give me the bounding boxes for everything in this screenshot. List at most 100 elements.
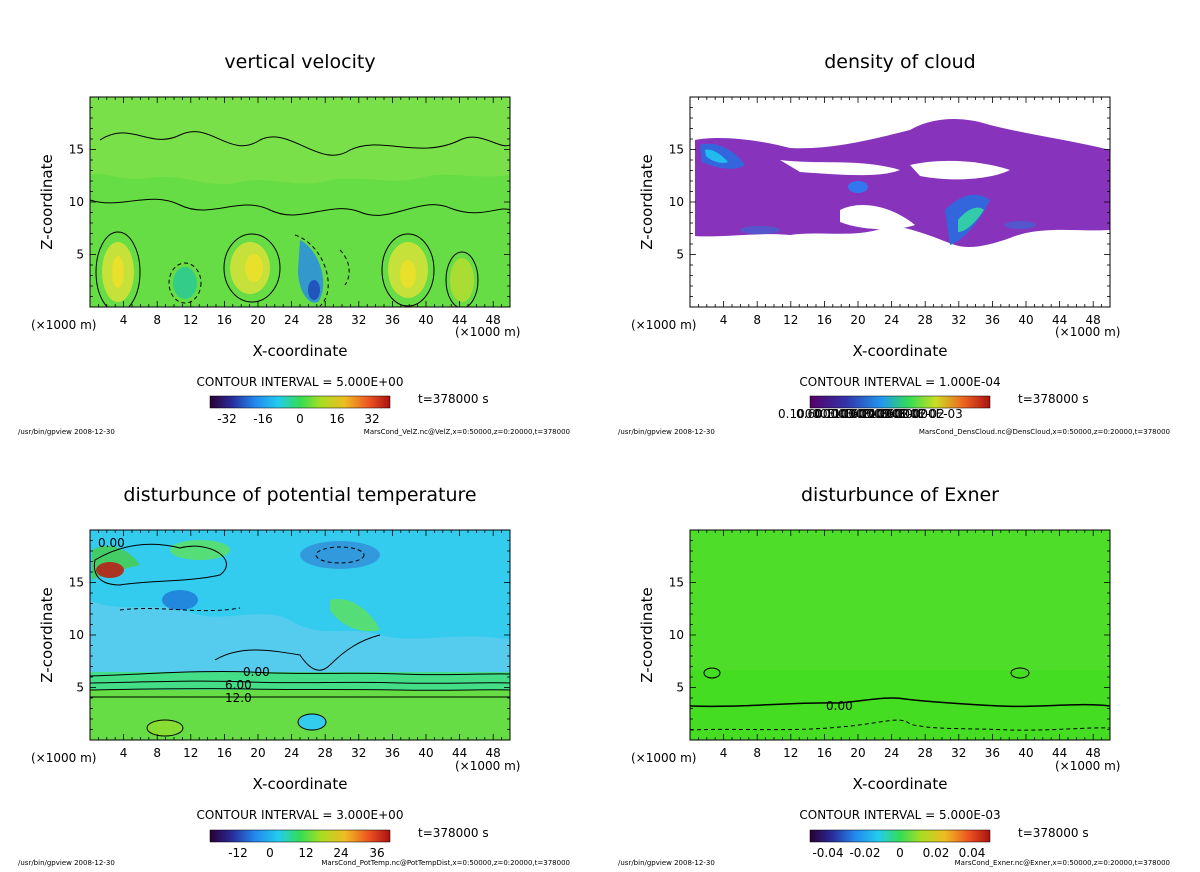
contour-interval-label: CONTOUR INTERVAL = 1.000E-04 [799,375,1000,389]
panel-title: disturbunce of potential temperature [123,484,476,506]
cloud-patch-1-core [705,149,728,163]
colorbar-labels: 0.10000E-030.60000E-030.11000E-020.16000… [778,407,963,421]
x-axis-label: X-coordinate [253,775,348,793]
x-tick-label: 20 [250,313,265,327]
y-tick-label: 10 [69,628,84,642]
y-tick-label: 15 [669,576,684,590]
y-axis-label: Z-coordinate [38,587,56,682]
colorbar-tick-label: 0.26000E-02 [868,407,945,421]
x-tick-label: 16 [217,313,232,327]
colorbar [809,395,991,409]
velz-contour-dashed-2 [294,234,329,307]
colorbar-tick-label: 0.10000E-03 [778,407,855,421]
x-tick-label: 44 [1052,746,1067,760]
contour-label: 0.00 [98,536,125,550]
x-tick-label: 4 [120,746,128,760]
colorbar-tick-label: 0 [296,412,304,426]
x-unit-left: (×1000 m) [631,318,696,332]
cloud-patch-1 [700,143,745,169]
velz-contour-ring-3 [381,233,435,307]
x-tick-label: 28 [918,313,933,327]
footer-right: MarsCond_VelZ.nc@VelZ,x=0:50000,z=0:2000… [364,428,570,436]
x-tick-label: 16 [217,746,232,760]
x-tick-label: 4 [720,313,728,327]
y-tick-label: 15 [669,143,684,157]
contour-interval-label: CONTOUR INTERVAL = 5.000E+00 [197,375,404,389]
velz-contour-upper [99,131,510,156]
x-tick-label: 36 [385,313,400,327]
velz-contour-dashed-1 [168,262,202,304]
x-tick-label: 28 [918,746,933,760]
contour-label: 12.0 [225,691,252,705]
time-label: t=378000 s [1018,392,1089,406]
colorbar-tick-label: 0 [896,846,904,860]
panel-density-of-cloud: density of cloud 4 8 12 16 20 24 28 32 36 40 44 485… [618,51,1170,436]
footer-right: MarsCond_PotTemp.nc@PotTempDist,x=0:5000… [321,859,570,867]
x-tick-label: 8 [153,746,161,760]
velz-updraft-2-core [245,254,263,282]
colorbar-labels: -12 0 12 24 36 [228,846,384,860]
colorbar-labels: -0.04 -0.02 0 0.02 0.04 [812,846,985,860]
x-tick-label: 12 [183,313,198,327]
velz-updraft-3-core [400,260,416,288]
x-tick-label: 8 [753,313,761,327]
pott-contour-blob-1 [146,719,184,737]
x-tick-label: 20 [250,746,265,760]
y-tick-label: 5 [76,248,84,262]
x-tick-label: 4 [720,746,728,760]
pott-cold-patch-2 [162,590,198,610]
x-tick-label: 12 [183,746,198,760]
cloud-main-layer [695,118,1110,248]
velz-updraft-4 [450,258,474,302]
pott-contour-dashed-2 [119,607,241,612]
velz-downdraft-2-core [308,280,320,300]
pott-contour-upper-warm [93,543,227,586]
time-label: t=378000 s [1018,826,1089,840]
exner-contour-blob-2 [1010,667,1030,679]
x-tick-label: 20 [850,746,865,760]
cloud-patch-3 [848,181,868,193]
cloud-hole-1 [780,160,900,176]
x-unit-right: (×1000 m) [1055,325,1120,339]
velz-downdraft-1 [173,267,197,299]
y-tick-label: 10 [669,195,684,209]
x-tick-label: 44 [452,313,467,327]
x-tick-label: 48 [486,313,501,327]
x-tick-label: 16 [817,313,832,327]
x-tick-label: 28 [318,313,333,327]
colorbar-tick-label: -12 [228,846,248,860]
pott-contour-dashed-1 [315,546,365,564]
cloud-field [690,97,1110,307]
y-tick-label: 15 [69,143,84,157]
colorbar [209,395,391,409]
colorbar-tick-label: 0.60000E-03 [796,407,873,421]
x-tick-label: 48 [1086,746,1101,760]
exner-contour-blob-1 [703,667,721,679]
x-tick-label: 28 [318,746,333,760]
x-axis-label: X-coordinate [853,775,948,793]
velz-contour-ring-2 [223,233,281,303]
colorbar-tick-label: -16 [253,412,273,426]
panel-title: density of cloud [824,51,976,73]
x-tick-label: 4 [120,313,128,327]
x-unit-left: (×1000 m) [31,318,96,332]
x-tick-label: 24 [284,313,299,327]
panel-potential-temperature: disturbunce of potential temperature [18,484,570,867]
x-unit-left: (×1000 m) [31,751,96,765]
x-tick-label: 24 [284,746,299,760]
y-tick-label: 5 [676,681,684,695]
velz-contour-ring-1 [95,231,141,307]
colorbar [809,829,991,843]
x-tick-label: 8 [753,746,761,760]
cloud-hole-2 [910,160,1010,180]
x-tick-label: 36 [985,746,1000,760]
footer-right: MarsCond_Exner.nc@Exner,x=0:50000,z=0:20… [955,859,1170,867]
time-label: t=378000 s [418,826,489,840]
y-tick-label: 10 [69,195,84,209]
x-tick-label: 12 [783,746,798,760]
colorbar-labels: -32 -16 0 16 32 [217,412,379,426]
velz-contour-dashed-3 [339,249,350,286]
